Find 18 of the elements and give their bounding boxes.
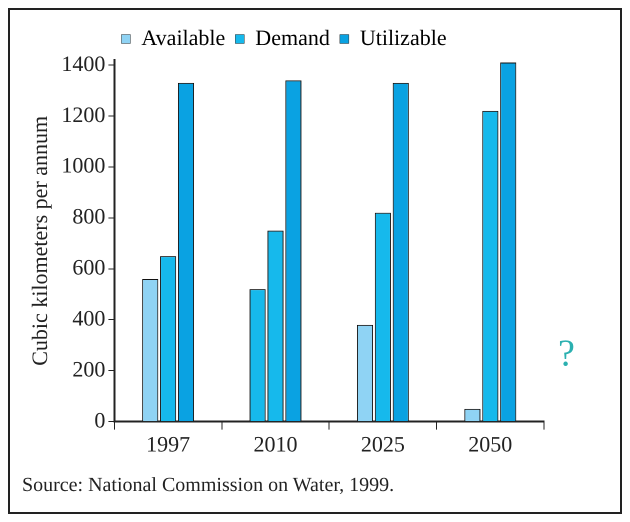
x-tick-label: 1997: [146, 432, 190, 457]
y-tick-label: 400: [72, 306, 106, 331]
legend-label: Utilizable: [360, 24, 447, 50]
y-axis-title: Cubic kilometers per annum: [26, 116, 52, 366]
y-tick-label: 1400: [61, 50, 106, 76]
legend-label: Demand: [255, 24, 330, 50]
y-tick-label: 1200: [61, 102, 106, 127]
y-tick-label: 600: [72, 254, 106, 280]
y-tick-label: 0: [94, 407, 106, 432]
legend-label: Available: [141, 24, 226, 50]
y-tick-label: 800: [72, 204, 106, 229]
y-tick-label: 1000: [61, 152, 106, 178]
x-tick-label: 2050: [468, 432, 512, 457]
text: ?: [558, 332, 575, 374]
y-tick-label: 200: [72, 356, 106, 382]
source-note: Source: National Commission on Water, 1999.: [22, 474, 396, 497]
x-tick-label: 2010: [254, 432, 298, 457]
x-tick-label: 2025: [360, 432, 405, 457]
